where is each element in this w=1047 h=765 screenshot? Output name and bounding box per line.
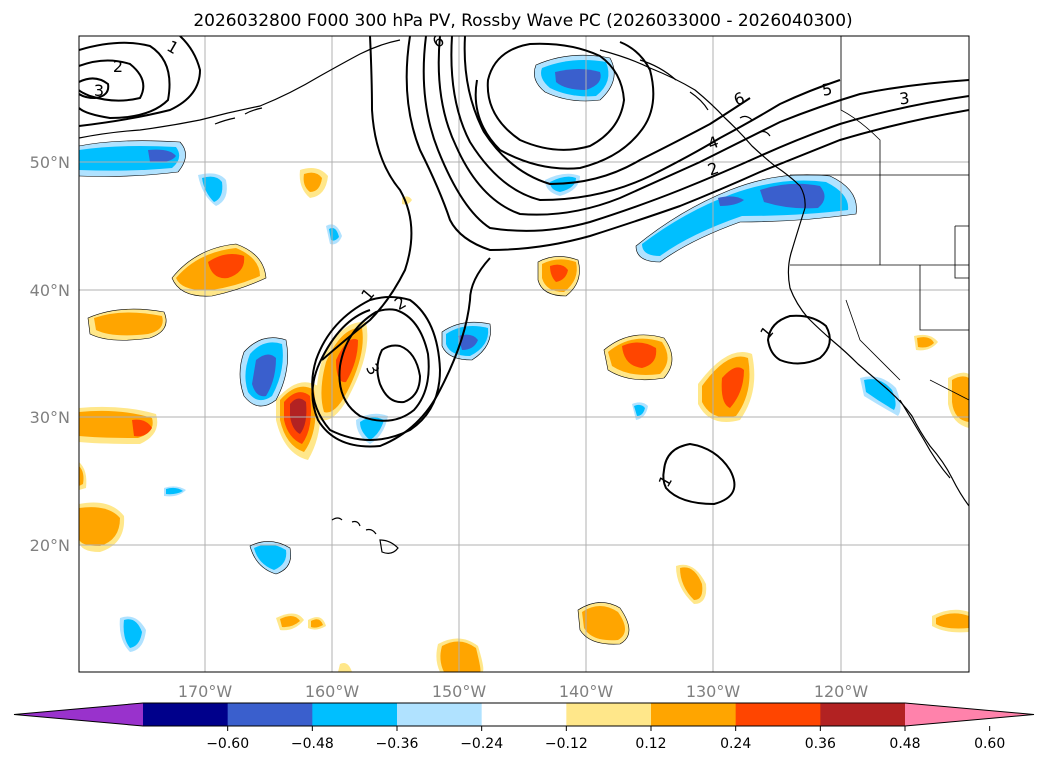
colorbar-segment [227, 703, 313, 726]
negative-anomaly-blob [534, 55, 615, 101]
colorbar-tick-label: 0.24 [720, 736, 751, 752]
colorbar-segment [481, 703, 567, 726]
colorbar-tick-label: −0.48 [291, 736, 334, 752]
coastlines [79, 39, 969, 554]
negative-anomaly-blob [164, 486, 186, 497]
colorbar-extend-max [905, 703, 1034, 726]
lon-label: 170°W [178, 682, 233, 701]
colorbar-segment [397, 703, 483, 726]
colorbar-segment [312, 703, 398, 726]
lat-label: 50°N [30, 153, 70, 172]
latitude-labels: 50°N 40°N 30°N 20°N [30, 153, 70, 555]
positive-anomaly-blob [172, 244, 266, 297]
colorbar: −0.60 −0.48 −0.36 −0.24 −0.12 0.12 0.24 0.36 0.4… [13, 702, 1035, 752]
lon-label: 160°W [305, 682, 360, 701]
positive-anomaly-blob [932, 609, 969, 633]
lon-label: 150°W [432, 682, 487, 701]
positive-anomaly-blob [948, 372, 969, 428]
colorbar-tick-label: 0.48 [889, 736, 920, 752]
contour-label: 3 [94, 81, 104, 100]
colorbar-tick-label: 0.36 [805, 736, 836, 752]
lon-label: 140°W [559, 682, 614, 701]
lon-label: 120°W [814, 682, 869, 701]
lon-label: 130°W [686, 682, 741, 701]
lat-label: 20°N [30, 536, 70, 555]
colorbar-extend-min [14, 703, 143, 726]
colorbar-tick-label: −0.36 [376, 736, 419, 752]
negative-anomaly-blob [79, 140, 186, 177]
colorbar-outline [13, 702, 1035, 727]
map-title: 2026032800 F000 300 hPa PV, Rossby Wave … [193, 11, 852, 31]
positive-anomaly-blob [79, 462, 87, 490]
colorbar-tick-label: −0.60 [206, 736, 249, 752]
colorbar-tick-label: 0.12 [635, 736, 666, 752]
negative-anomaly-blob [632, 402, 648, 420]
positive-anomaly-blob [578, 602, 629, 645]
negative-anomaly-blob [442, 322, 491, 360]
lat-label: 30°N [30, 408, 70, 427]
negative-anomaly-blob [250, 541, 291, 574]
contour-label: 5 [820, 79, 833, 99]
map-area: 1 2 3 6 5 3 4 2 1 2 3 1 1 6 [79, 36, 969, 672]
positive-anomaly-blob [79, 502, 125, 552]
colorbar-tick-label: −0.12 [545, 736, 588, 752]
negative-anomaly-blob [636, 174, 857, 262]
positive-anomaly-blob [88, 309, 167, 341]
longitude-labels: 170°W 160°W 150°W 140°W 130°W 120°W [178, 682, 869, 701]
borders [790, 36, 969, 401]
negative-anomaly-blob [119, 616, 146, 652]
contour-label: 3 [898, 89, 910, 109]
positive-anomaly-blob [676, 564, 707, 604]
positive-anomaly-blob [698, 352, 755, 422]
colorbar-tick-label: 0.60 [974, 736, 1005, 752]
colorbar-tick-label: −0.24 [460, 736, 503, 752]
colorbar-segment [651, 703, 737, 726]
positive-anomaly-blob [79, 406, 158, 444]
positive-anomaly-blob [604, 334, 672, 380]
negative-anomaly-blob [240, 337, 288, 407]
pv-contours [79, 36, 969, 506]
positive-anomaly-blob [538, 256, 580, 296]
lat-label: 40°N [30, 281, 70, 300]
positive-anomaly-blob [276, 613, 326, 631]
contour-label: 2 [113, 57, 123, 76]
positive-anomaly-blob [436, 638, 484, 672]
shading-outlines [79, 54, 857, 645]
colorbar-segment [735, 703, 821, 726]
negative-anomaly-blob [860, 376, 901, 416]
colorbar-segment [820, 703, 906, 726]
colorbar-segment [143, 703, 229, 726]
map-frame [78, 35, 970, 673]
positive-anomaly-blob [299, 168, 328, 198]
positive-anomaly-blob [276, 382, 321, 460]
colorbar-segment [566, 703, 652, 726]
pv-anomaly-shading [79, 55, 969, 672]
positive-anomaly-blob [914, 334, 938, 351]
